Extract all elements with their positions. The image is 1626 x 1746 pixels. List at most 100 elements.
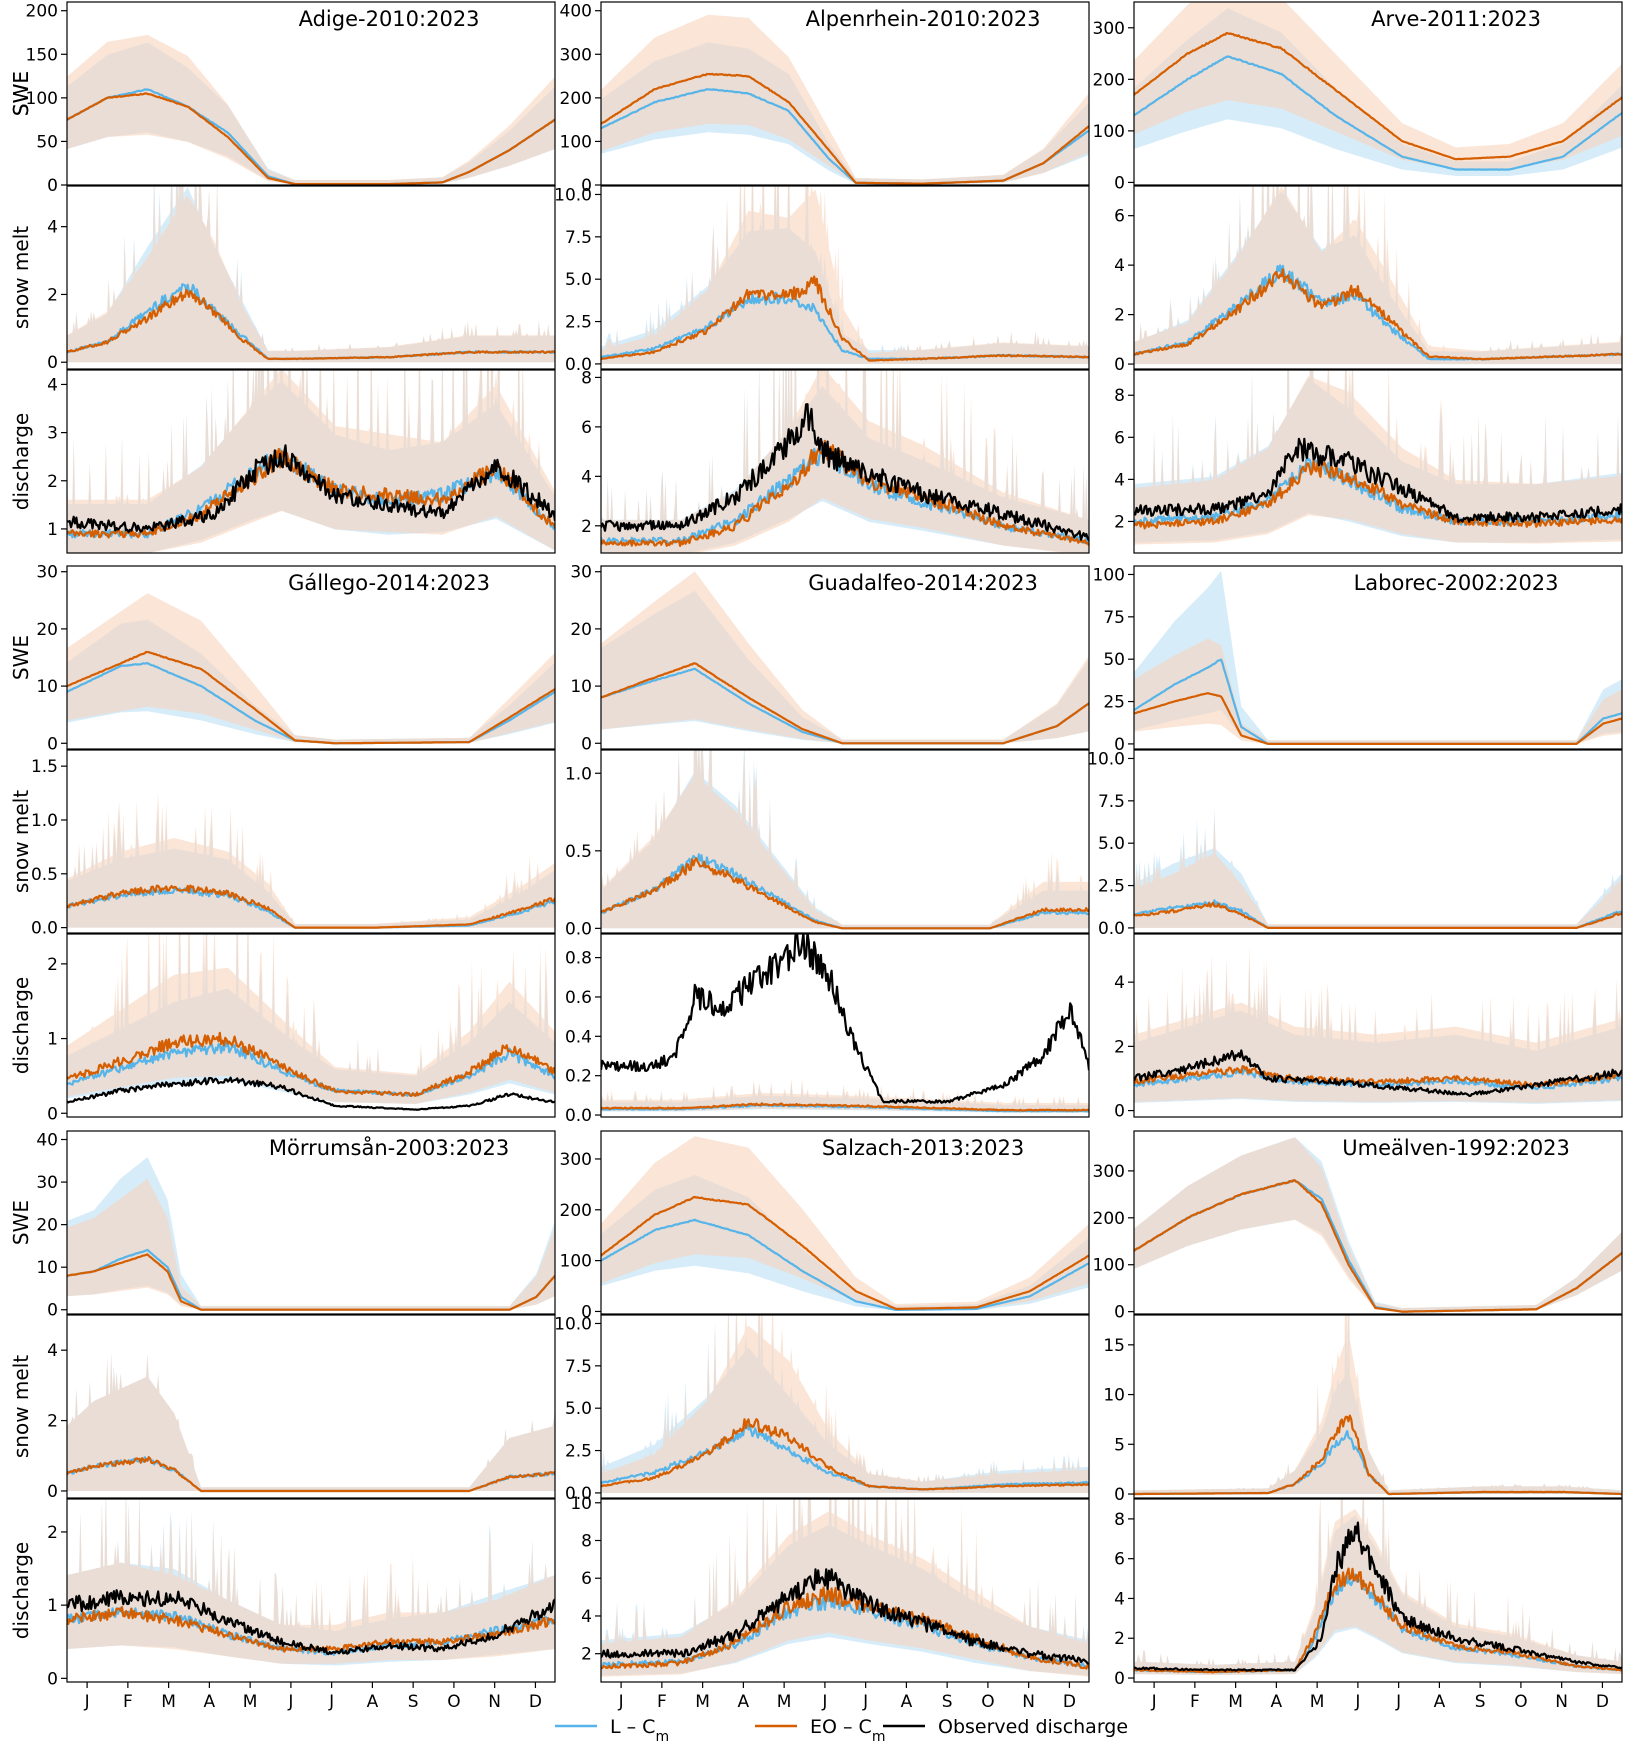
panel-discharge: 0 2 4 [1114,933,1623,1122]
y-axis-label: snow melt [9,790,33,893]
y-tick-label: 2 [1114,1037,1125,1057]
y-tick-label: 75 [1103,608,1125,628]
panel-frame [600,1130,1090,1315]
eo-cm-uncertainty-band [67,186,555,363]
y-tick-label: 0.5 [565,842,592,862]
y-tick-label: 100 [1093,1256,1125,1276]
plot-area [601,1499,1089,1677]
y-tick-label: 0.0 [1098,919,1125,939]
y-tick-label: 10 [570,1494,592,1514]
y-tick-label: 0 [1114,735,1125,755]
eo-cm-uncertainty-band [1134,1499,1622,1675]
y-tick-label: 0 [1114,1669,1125,1689]
eo-cm-uncertainty-band [67,34,555,185]
chart-title: Mörrumsån-2003:2023 [269,1135,509,1160]
panel-snow-melt: 0 2 4 snow melt [9,185,556,373]
y-tick-label: 2 [47,1523,58,1543]
panel-frame [600,1314,1090,1499]
y-tick-label: 8 [1114,386,1125,406]
y-tick-label: 0 [47,1301,58,1321]
y-tick-label: 5.0 [565,1399,592,1419]
plot-area [601,370,1089,553]
y-tick-label: 3 [47,424,58,444]
panel-discharge: 2 4 6 8 10 J F M A M J J A S O N D [570,1494,1090,1712]
y-axis-label: discharge [9,413,33,510]
y-tick-label: 2.5 [565,1442,592,1462]
y-tick-label: 100 [26,89,58,109]
x-tick-label: A [204,1692,216,1712]
y-tick-label: 200 [560,1201,592,1221]
plot-area [67,1157,555,1311]
plot-area [1134,944,1622,1104]
y-tick-label: 20 [36,620,58,640]
y-tick-label: 6 [1114,428,1125,448]
y-tick-label: 300 [1093,19,1125,39]
eo-cm-line [1134,32,1622,161]
panel-swe: 0 100 200 300 Umeälven-1992:2023 [1093,1130,1623,1323]
y-tick-label: 6 [1114,1550,1125,1570]
eo-cm-uncertainty-band [601,1136,1089,1311]
eo-cm-line [1134,458,1622,530]
y-tick-label: 6 [581,1569,592,1589]
panel-frame [600,1498,1090,1683]
panel-frame [1133,933,1623,1118]
y-axis-label: snow melt [9,226,33,329]
eo-cm-uncertainty-band [1134,816,1622,928]
y-tick-label: 2 [581,1645,592,1665]
observed-discharge-line [67,1589,555,1655]
panel-snow-melt: 0.0 0.5 1.0 [565,749,1090,939]
y-tick-label: 0.2 [565,1067,592,1087]
panel-frame [66,1130,556,1315]
chart-title: Gállego-2014:2023 [288,571,490,595]
y-axis-label: discharge [9,1542,33,1639]
y-tick-label: 4 [47,218,58,238]
plot-area [1134,1315,1622,1496]
eo-cm-uncertainty-band [1134,1137,1622,1312]
x-tick-label: A [1434,1692,1446,1712]
plot-area [67,34,555,185]
y-tick-label: 0 [1114,355,1125,375]
legend-label: EO – Cm [810,1716,885,1745]
panel-swe: 0 100 200 300 400 SWE Alpenrhein-2010:2023 [9,1,1090,196]
y-tick-label: 400 [560,2,592,22]
chart-title: Umeälven-1992:2023 [1342,1136,1570,1160]
y-tick-label: 0 [47,1669,58,1689]
x-tick-label: D [1596,1692,1609,1712]
panel-frame [1133,1498,1623,1683]
panel-snow-melt: 0.0 0.5 1.0 1.5 snow melt [9,749,556,939]
legend-label: L – Cm [610,1716,669,1745]
eo-cm-uncertainty-band [601,750,1089,929]
observed-discharge-line [1134,1521,1622,1672]
y-tick-label: 2 [47,285,58,305]
x-tick-label: J [618,1692,624,1712]
eo-cm-line [67,650,555,745]
y-tick-label: 30 [570,563,592,583]
chart-3: 0 100 200 300 Arve-2011:2023 0 2 4 6 2 4 6 8 [1093,1,1623,554]
y-tick-label: 2 [47,1412,58,1432]
panel-frame [1133,565,1623,750]
l-cm-line [1134,55,1622,171]
eo-cm-uncertainty-band [67,792,555,928]
y-tick-label: 100 [1093,122,1125,142]
panel-frame [1133,369,1623,554]
observed-discharge-line [67,444,555,534]
y-tick-label: 0 [47,1104,58,1124]
eo-cm-line [1134,1414,1622,1496]
l-cm-line [601,1103,1089,1113]
y-tick-label: 2 [1114,306,1125,326]
panel-frame [600,369,1090,554]
x-tick-label: F [657,1692,667,1712]
y-tick-label: 20 [570,620,592,640]
y-tick-label: 7.5 [565,1357,592,1377]
y-tick-label: 10 [36,677,58,697]
eo-cm-line [67,1606,555,1653]
eo-cm-line [1134,268,1622,361]
y-tick-label: 4 [1114,1589,1125,1609]
y-tick-label: 300 [1093,1162,1125,1182]
y-tick-label: 100 [560,1252,592,1272]
plot-area [601,1136,1089,1311]
chart-title: Guadalfeo-2014:2023 [808,571,1038,595]
x-tick-label: S [408,1692,419,1712]
